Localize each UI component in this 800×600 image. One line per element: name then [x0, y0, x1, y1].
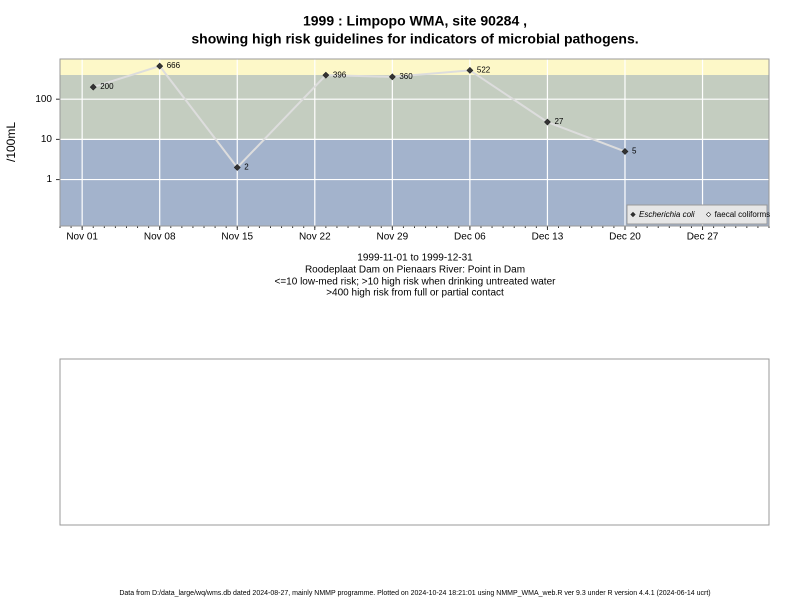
x-tick-label: Dec 20	[609, 232, 641, 243]
data-point	[89, 83, 97, 91]
x-tick-label: Dec 27	[687, 232, 719, 243]
data-label: 360	[399, 72, 413, 81]
y-tick-label: 1	[46, 174, 52, 185]
legend-symbol	[705, 211, 712, 218]
x-tick-label: Nov 29	[377, 232, 409, 243]
empty-panel	[59, 358, 770, 526]
x-tick-label: Nov 22	[299, 232, 331, 243]
legend-label: faecal coliforms	[715, 210, 771, 219]
data-label: 27	[554, 117, 563, 126]
x-tick-label: Dec 13	[532, 232, 564, 243]
chart-title: 1999 : Limpopo WMA, site 90284 ,	[303, 13, 527, 29]
legend-symbol	[630, 211, 636, 218]
data-label: 200	[100, 82, 114, 91]
data-label: 666	[167, 61, 181, 70]
y-axis-label: /100mL	[4, 122, 18, 162]
legend-box	[626, 204, 768, 225]
data-label: 2	[244, 163, 249, 172]
note: 1999-11-01 to 1999-12-31	[357, 253, 473, 264]
data-point	[233, 164, 241, 171]
note: <=10 low-med risk; >10 high risk when dr…	[275, 277, 557, 288]
data-point	[621, 148, 629, 155]
data-point	[156, 62, 164, 70]
x-tick-label: Nov 15	[221, 232, 253, 243]
x-tick-label: Nov 08	[144, 232, 176, 243]
y-tick-label: 100	[35, 94, 52, 105]
data-point	[322, 71, 330, 79]
data-label: 522	[477, 65, 491, 74]
data-point	[544, 118, 551, 126]
series-line	[92, 64, 626, 170]
footer: Data from D:/data_large/wq/wms.db dated …	[119, 590, 710, 597]
note: Roodeplaat Dam on Pienaars River: Point …	[305, 265, 525, 276]
x-tick-label: Dec 06	[454, 232, 486, 243]
note: >400 high risk from full or partial cont…	[326, 288, 504, 299]
x-tick-label: Nov 01	[66, 232, 98, 243]
y-tick-label: 10	[41, 134, 53, 145]
plot-border	[59, 58, 770, 227]
risk-band	[60, 74, 769, 140]
data-point	[466, 66, 474, 74]
legend-label: Escherichia coli	[639, 210, 695, 219]
data-label: 5	[632, 147, 637, 156]
chart-title-line2: showing high risk guidelines for indicat…	[191, 31, 638, 47]
data-point	[388, 73, 396, 81]
data-label: 396	[333, 70, 347, 79]
